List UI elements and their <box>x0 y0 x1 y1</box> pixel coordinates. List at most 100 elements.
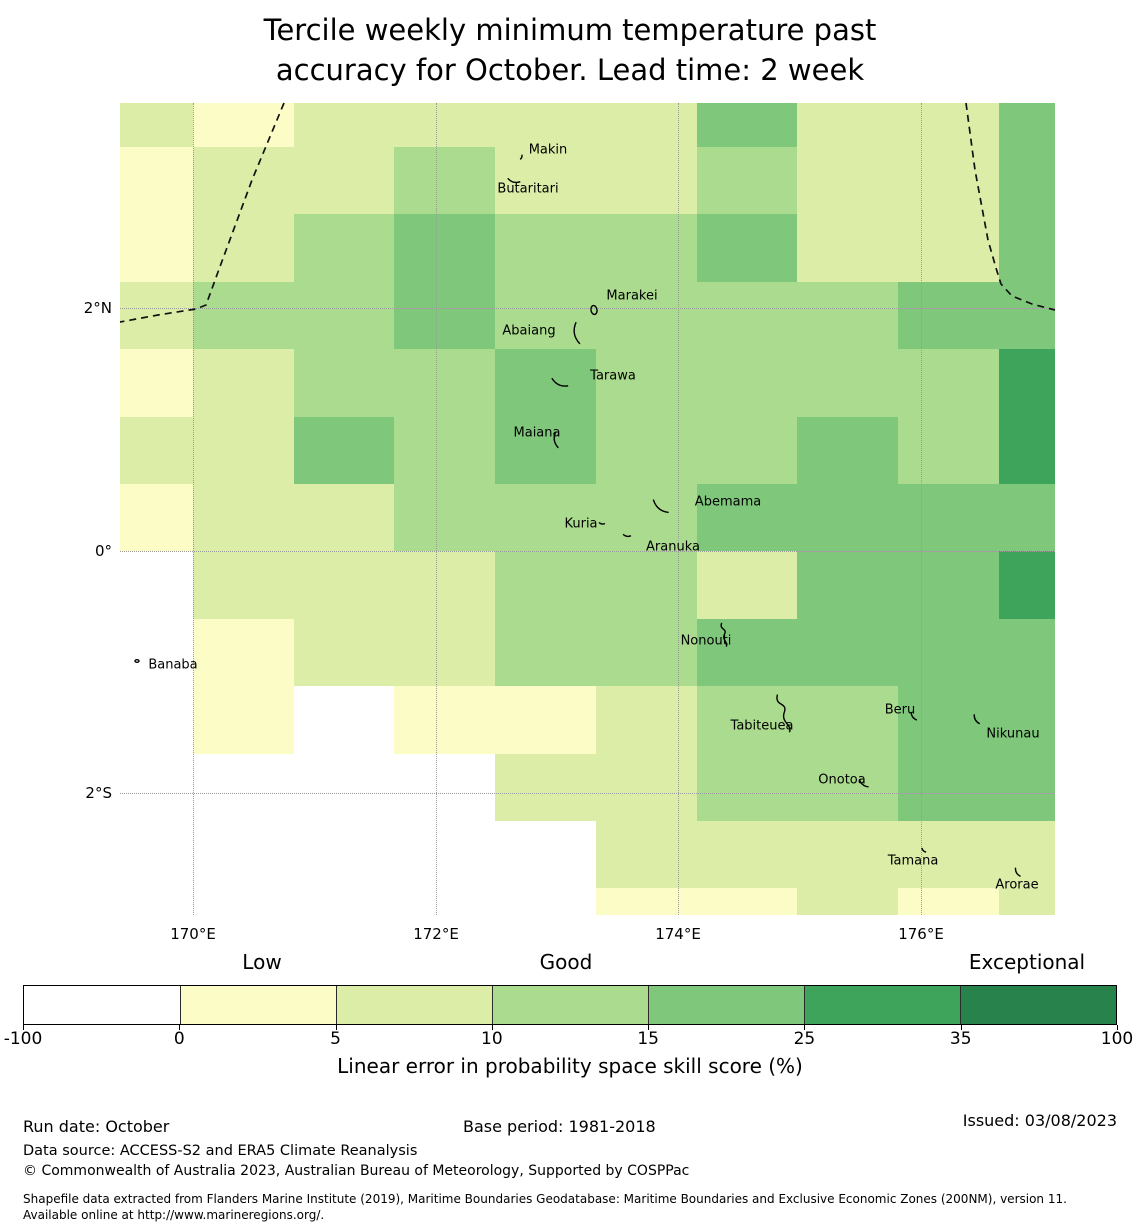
heatmap-cell <box>697 282 797 349</box>
footer-copyright: © Commonwealth of Australia 2023, Austra… <box>23 1163 690 1179</box>
heatmap-cell <box>193 214 294 282</box>
heatmap-cell <box>193 551 294 619</box>
island-label: Tarawa <box>590 368 636 384</box>
heatmap-cell <box>999 686 1055 754</box>
gridline-vertical <box>436 103 437 915</box>
island-label: Banaba <box>148 657 198 673</box>
heatmap-cell <box>495 349 596 417</box>
y-axis-tick-label: 0° <box>94 542 112 560</box>
heatmap-cell <box>495 484 596 551</box>
heatmap-cell <box>394 417 495 484</box>
island-label: Marakei <box>606 288 658 304</box>
heatmap-cell <box>294 214 394 282</box>
heatmap-cell <box>120 214 193 282</box>
colorbar-divider <box>180 986 181 1024</box>
heatmap-cell <box>495 754 596 821</box>
heatmap-cell <box>495 551 596 619</box>
heatmap-cell <box>898 619 999 686</box>
footer-run-date: Run date: October <box>23 1117 170 1136</box>
colorbar-divider <box>804 986 805 1024</box>
heatmap-cell <box>898 888 999 915</box>
heatmap-cell <box>999 754 1055 821</box>
heatmap-cell <box>999 551 1055 619</box>
colorbar-segment <box>336 986 492 1024</box>
colorbar-tick-label: 25 <box>793 1029 816 1049</box>
gridline-vertical <box>921 103 922 915</box>
heatmap-cell <box>898 551 999 619</box>
heatmap-cell <box>495 417 596 484</box>
heatmap-cell <box>120 484 193 551</box>
heatmap-cell <box>495 619 596 686</box>
colorbar-tick-mark <box>23 1025 24 1030</box>
colorbar-tick-label: 100 <box>1100 1029 1134 1049</box>
title-line-1: Tercile weekly minimum temperature past <box>263 13 877 47</box>
colorbar-segment <box>804 986 960 1024</box>
heatmap-cell <box>394 551 495 619</box>
island-label: Abaiang <box>502 323 556 339</box>
heatmap-cell <box>797 686 898 754</box>
heatmap-cell <box>120 103 193 147</box>
heatmap-cell <box>596 686 697 754</box>
island-label: Abemama <box>694 494 762 510</box>
heatmap-cell <box>999 103 1055 147</box>
island-label: Nonouti <box>680 633 732 649</box>
heatmap-cell <box>294 551 394 619</box>
heatmap-cell <box>294 619 394 686</box>
heatmap-cell <box>697 103 797 147</box>
heatmap-cell <box>120 349 193 417</box>
colorbar-region-label: Exceptional <box>968 950 1086 974</box>
heatmap-cell <box>596 484 697 551</box>
colorbar-tick-label: 5 <box>330 1029 341 1049</box>
heatmap-cell <box>797 821 898 888</box>
heatmap-cell <box>797 282 898 349</box>
heatmap-cell <box>898 484 999 551</box>
gridline-vertical <box>678 103 679 915</box>
colorbar-segment <box>960 986 1116 1024</box>
island-label: Butaritari <box>497 181 559 197</box>
heatmap-cell <box>898 103 999 147</box>
colorbar-divider <box>492 986 493 1024</box>
heatmap-cell <box>898 214 999 282</box>
heatmap-cell <box>797 103 898 147</box>
y-axis-tick-label: 2°N <box>83 299 112 317</box>
footer-shapefile-note: Shapefile data extracted from Flanders M… <box>23 1192 1067 1222</box>
heatmap-cell <box>596 888 697 915</box>
colorbar-tick-label: 35 <box>949 1029 972 1049</box>
heatmap-cell <box>596 754 697 821</box>
heatmap-cell <box>999 214 1055 282</box>
heatmap-cell <box>797 484 898 551</box>
page-title: Tercile weekly minimum temperature past … <box>0 10 1140 90</box>
colorbar-tick-label: 15 <box>637 1029 659 1049</box>
heatmap-cell <box>697 484 797 551</box>
colorbar-segment <box>24 986 180 1024</box>
x-axis-tick-label: 176°E <box>898 925 944 943</box>
heatmap-cell <box>120 147 193 214</box>
heatmap-cell <box>120 282 193 349</box>
heatmap-cell <box>697 214 797 282</box>
heatmap-cell <box>193 103 294 147</box>
heatmap-cell <box>697 147 797 214</box>
heatmap-cell <box>999 888 1055 915</box>
heatmap-cell <box>797 214 898 282</box>
colorbar-segment <box>648 986 804 1024</box>
colorbar-tick-mark <box>335 1025 337 1030</box>
colorbar-tick-mark <box>804 1025 806 1030</box>
heatmap-cell <box>120 417 193 484</box>
colorbar-divider <box>648 986 649 1024</box>
heatmap-cell <box>697 349 797 417</box>
island-label: Arorae <box>995 877 1039 893</box>
heatmap-cell <box>596 214 697 282</box>
heatmap-cell <box>495 282 596 349</box>
heatmap-cell <box>898 349 999 417</box>
heatmap-cell <box>797 349 898 417</box>
heatmap-cell <box>193 282 294 349</box>
heatmap-cell <box>394 103 495 147</box>
colorbar <box>23 985 1117 1025</box>
heatmap-cell <box>797 754 898 821</box>
x-axis-tick-label: 174°E <box>655 925 701 943</box>
heatmap-cell <box>193 147 294 214</box>
heatmap-cell <box>596 417 697 484</box>
colorbar-segment <box>180 986 336 1024</box>
x-axis-tick-label: 170°E <box>170 925 216 943</box>
